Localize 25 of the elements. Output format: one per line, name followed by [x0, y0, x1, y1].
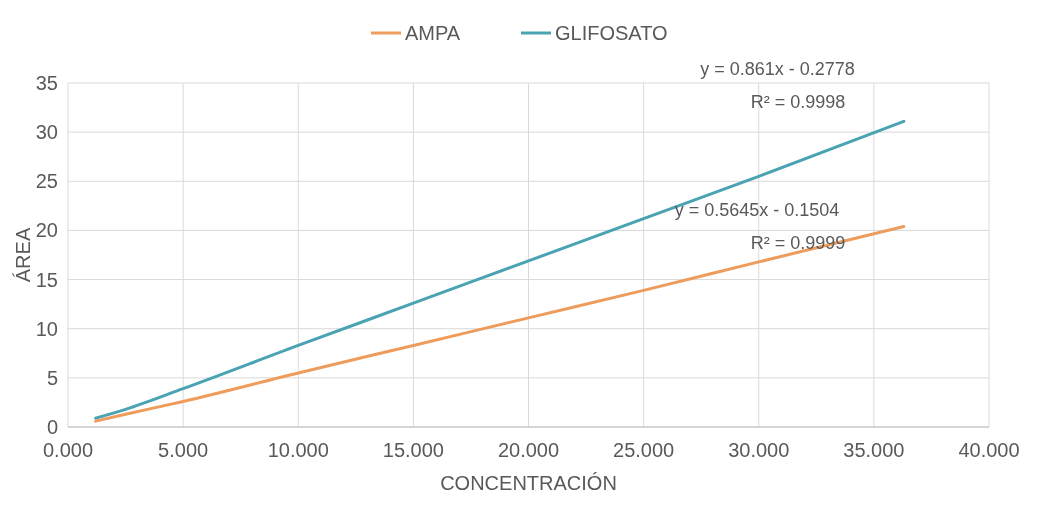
y-tick-label: 15 — [35, 268, 58, 291]
y-tick-label: 10 — [35, 317, 58, 340]
legend-label: GLIFOSATO — [555, 22, 668, 44]
x-tick-label: 0.000 — [42, 439, 94, 461]
x-tick-label: 15.000 — [382, 439, 444, 461]
x-tick-label: 30.000 — [728, 439, 790, 461]
annotation: R² = 0.9998 — [750, 91, 846, 112]
y-tick-label: 35 — [35, 72, 58, 94]
x-axis-title: CONCENTRACIÓN — [440, 472, 617, 494]
y-tick-label: 30 — [35, 121, 58, 144]
legend-label: AMPA — [405, 22, 461, 44]
x-tick-label: 25.000 — [613, 439, 675, 461]
y-axis-title: ÁREA — [12, 227, 34, 283]
line-series — [94, 225, 906, 423]
y-tick-label: 0 — [46, 416, 58, 438]
y-tick-label: 5 — [46, 366, 58, 389]
y-tick-label: 25 — [35, 170, 58, 193]
line-series — [94, 119, 906, 420]
x-tick-label: 10.000 — [267, 439, 329, 461]
x-tick-label: 20.000 — [497, 439, 560, 461]
text: y = 0.861x - 0.2778 — [700, 58, 855, 79]
y-tick-label: 20 — [35, 219, 58, 242]
x-tick-label: 5.000 — [158, 439, 209, 461]
x-tick-label: 35.000 — [843, 439, 905, 461]
x-tick-label: 40.000 — [958, 439, 1020, 461]
